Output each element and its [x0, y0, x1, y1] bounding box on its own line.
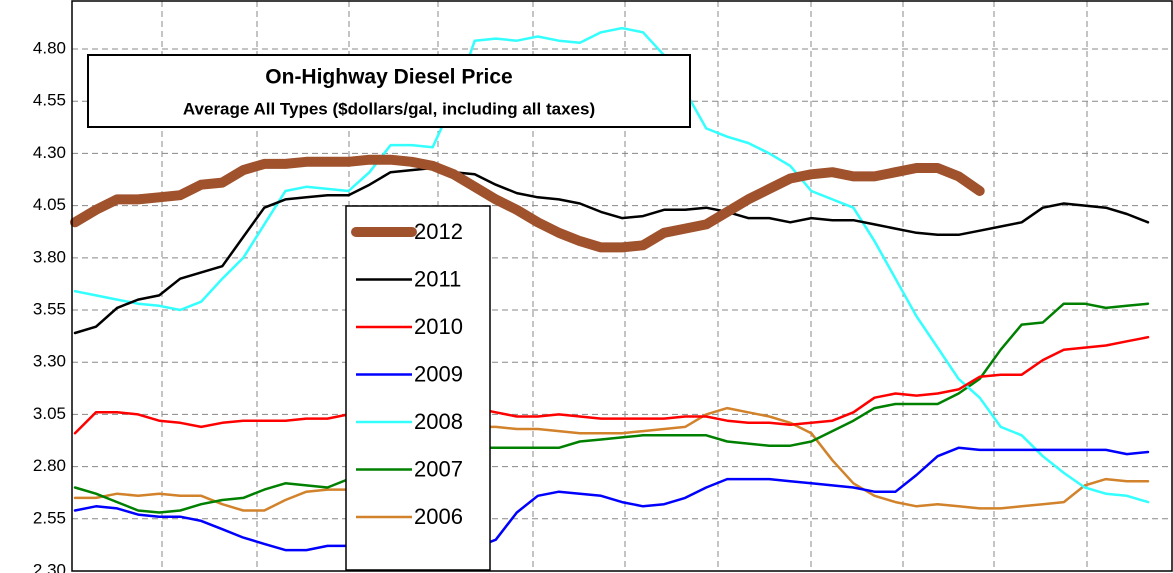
chart-title: On-Highway Diesel Price — [265, 66, 512, 89]
series-line — [73, 302, 1150, 514]
title-box — [87, 54, 691, 128]
y-tick-label: 4.30 — [33, 143, 66, 162]
legend-entries: 2012 2011 2010 2009 2008 2007 2006 — [351, 219, 463, 529]
y-tick-label: 3.05 — [33, 404, 66, 423]
legend-label: 2008 — [414, 409, 463, 434]
series-line — [73, 446, 1150, 554]
legend-label: 2010 — [414, 314, 463, 339]
series-line — [73, 406, 1150, 512]
y-tick-label: 3.55 — [33, 299, 66, 318]
legend-label: 2011 — [414, 266, 461, 291]
legend-label: 2012 — [414, 219, 463, 244]
y-tick-label: 2.30 — [33, 560, 66, 573]
legend-label: 2006 — [414, 504, 463, 529]
lines — [70, 26, 1150, 554]
legend-label: 2007 — [414, 456, 463, 481]
y-tick-label: 3.80 — [33, 247, 66, 266]
y-axis: 2.30 2.55 2.80 3.05 3.30 3.55 3.80 4.05 4.30 4.55… — [33, 39, 66, 573]
y-tick-label: 4.80 — [33, 39, 66, 58]
legend-label: 2009 — [414, 361, 463, 386]
y-tick-label: 4.05 — [33, 195, 66, 214]
legend — [345, 205, 491, 571]
series-line — [73, 26, 1150, 504]
series-line — [73, 335, 1150, 435]
chart-subtitle: Average All Types ($dollars/gal, includi… — [183, 99, 595, 118]
series-line — [73, 166, 1150, 335]
y-tick-label: 2.80 — [33, 456, 66, 475]
y-tick-label: 3.30 — [33, 352, 66, 371]
y-tick-label: 2.55 — [33, 508, 66, 527]
y-tick-label: 4.55 — [33, 91, 66, 110]
series-line — [70, 154, 985, 253]
plot-frame — [71, 0, 1173, 572]
